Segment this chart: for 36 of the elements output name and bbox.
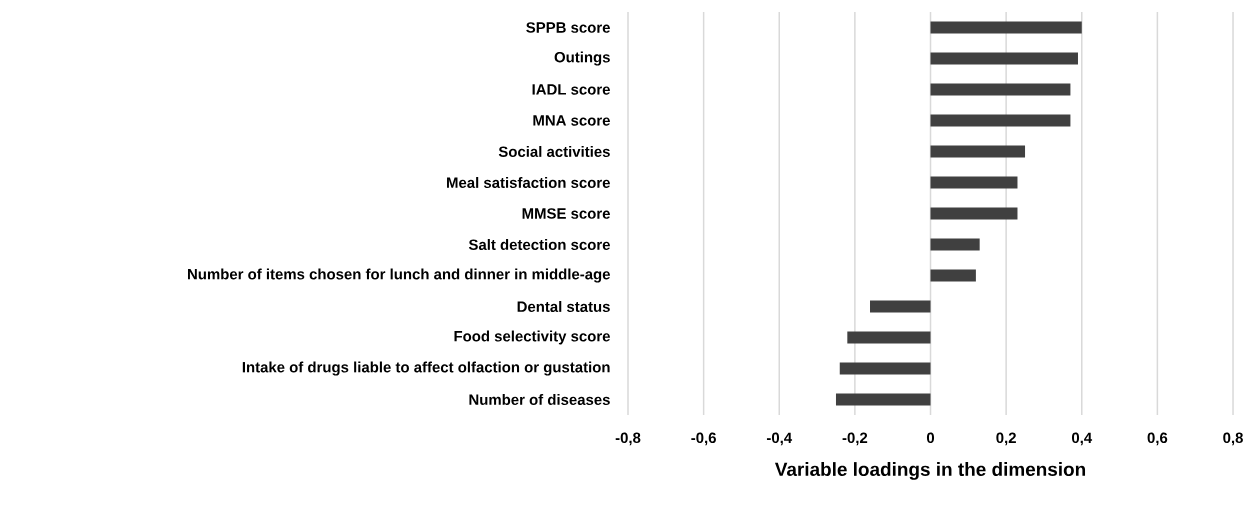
x-tick-label: -0,4 [766,432,793,446]
x-tick-label: -0,8 [615,432,641,446]
bar [930,52,1078,65]
x-axis-title: Variable loadings in the dimension [774,462,1086,480]
y-tick-label: Dental status [517,301,610,312]
x-tick-label: 0,4 [1071,432,1093,446]
x-tick-label: -0,2 [842,432,868,446]
y-tick-label: MNA score [533,115,610,126]
x-tick-label: 0,6 [1147,432,1168,446]
y-tick-label: Salt detection score [468,239,610,250]
y-tick-label: IADL score [532,84,610,95]
bar [839,362,931,375]
x-tick-label: 0,8 [1223,432,1243,446]
y-tick-label: MMSE score [522,208,610,219]
y-tick-label: Number of diseases [469,394,610,405]
y-tick-label: Outings [554,51,610,66]
x-tick-label: -0,6 [691,432,716,446]
bar [930,269,976,282]
bar [930,21,1082,34]
bar [835,393,931,406]
bar [930,114,1071,127]
y-tick-label: Social activities [498,146,610,157]
y-tick-label: Intake of drugs liable to affect olfaction or gustation [242,361,610,376]
x-tick-label: 0 [926,432,935,444]
y-tick-label: Food selectivity score [454,330,610,345]
x-tick-label: 0,2 [996,432,1016,446]
y-tick-label: SPPB score [526,22,610,33]
y-tick-label: Meal satisfaction score [447,177,610,188]
bar [930,176,1018,189]
bar [930,83,1071,96]
bar [930,207,1018,220]
y-tick-label: Number of items chosen for lunch and dinner in middle-age [188,268,610,283]
bar [930,145,1026,158]
bar [870,300,931,313]
bar [847,331,931,344]
bar [930,238,980,251]
